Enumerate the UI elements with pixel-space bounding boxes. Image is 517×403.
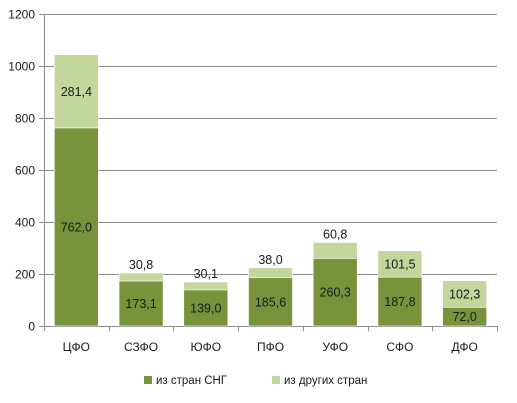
legend-swatch [144, 376, 152, 384]
axes: 0 200 400 600 800 1000 1200 ЦФО СЗФО ЮФО ПФО УФО СФО… [8, 8, 498, 354]
data-label: 260,3 [320, 286, 351, 300]
data-label: 30,8 [129, 258, 153, 272]
y-tick-label: 0 [28, 320, 35, 334]
bar-segment-cis [312, 258, 358, 327]
x-category-label: ЦФО [63, 340, 90, 354]
bar-segment-other [442, 280, 487, 308]
bar-segment-other [183, 281, 229, 291]
y-tick-label: 400 [15, 216, 35, 230]
data-label: 30,1 [194, 267, 218, 281]
data-label: 60,8 [323, 228, 347, 242]
data-label: 762,0 [61, 220, 92, 234]
bar-segment-other [118, 272, 164, 282]
data-label: 102,3 [449, 287, 480, 301]
data-label: 185,6 [255, 295, 286, 309]
x-category-label: СФО [386, 340, 413, 354]
legend-label: из других стран [284, 375, 367, 387]
y-tick-label: 800 [15, 112, 35, 126]
x-category-label: ДФО [451, 340, 477, 354]
bar-segment-cis [183, 289, 229, 327]
data-label: 38,0 [258, 253, 282, 267]
legend: из стран СНГ из других стран [144, 375, 367, 387]
y-tick-label: 1200 [8, 8, 35, 22]
y-tick-label: 200 [15, 268, 35, 282]
data-label: 72,0 [452, 310, 476, 324]
x-category-label: ЮФО [190, 340, 221, 354]
legend-swatch [272, 376, 280, 384]
data-label: 139,0 [190, 301, 221, 315]
bar-segment-other [54, 54, 99, 129]
bar-segment-other [248, 267, 293, 279]
y-tick-label: 1000 [8, 60, 35, 74]
x-category-label: ПФО [257, 340, 284, 354]
gridlines [44, 14, 497, 275]
data-labels: 762,0 281,4 173,1 30,8 139,0 30,1 185,6 38,0 260… [61, 85, 481, 324]
y-tick-label: 600 [15, 164, 35, 178]
x-category-label: УФО [322, 340, 348, 354]
legend-label: из стран СНГ [156, 375, 228, 387]
bar-segment-cis [248, 277, 293, 327]
bar-segment-cis [54, 127, 99, 327]
bar-segment-other [377, 250, 423, 278]
bar-segment-cis [377, 276, 423, 327]
x-category-label: СЗФО [124, 340, 158, 354]
data-label: 173,1 [125, 297, 156, 311]
data-label: 187,8 [384, 295, 415, 309]
data-label: 101,5 [384, 257, 415, 271]
bar-segment-other [312, 242, 358, 259]
bar-segment-cis [118, 280, 164, 327]
data-label: 281,4 [61, 85, 92, 99]
bars [54, 54, 487, 327]
